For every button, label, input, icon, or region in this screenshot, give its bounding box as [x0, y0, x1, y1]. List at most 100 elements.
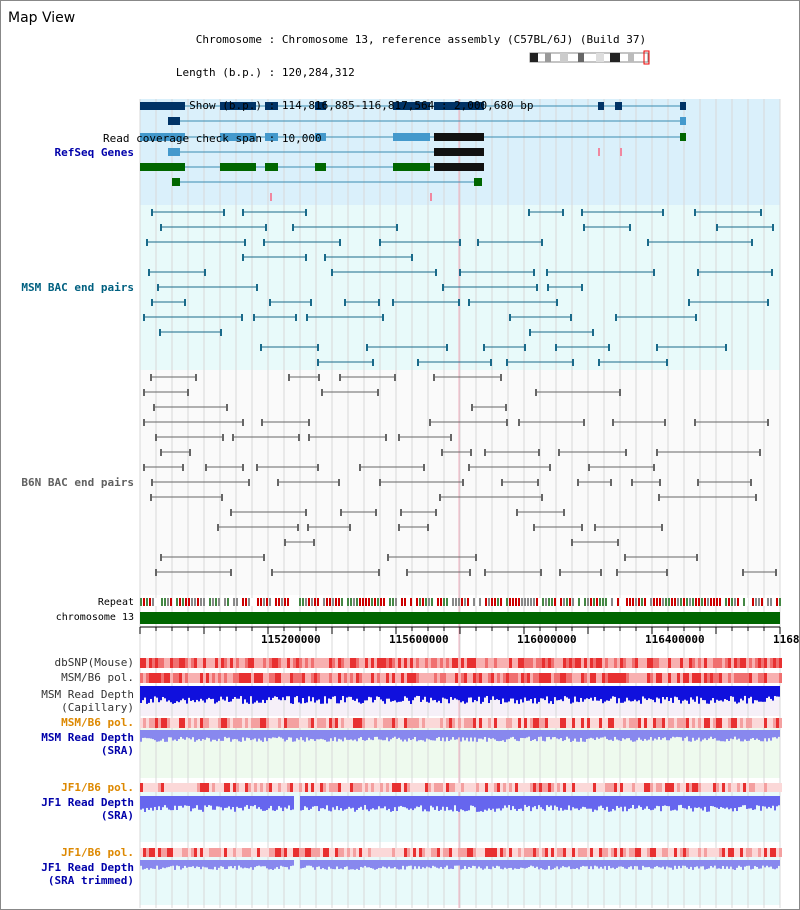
depth-bar: [168, 730, 170, 738]
heat-cell: [236, 783, 239, 792]
heat-cell: [293, 658, 296, 668]
heat-cell: [605, 718, 608, 728]
depth-bar: [774, 860, 776, 870]
repeat-block: [548, 598, 550, 606]
heat-cell: [152, 783, 155, 792]
depth-bar: [544, 730, 546, 742]
msm-bac-pair-end: [725, 344, 727, 351]
heat-cell: [380, 848, 383, 857]
repeat-block: [671, 598, 673, 606]
repeat-block: [308, 598, 310, 606]
depth-bar: [382, 860, 384, 867]
b6n-bac-label[interactable]: B6N BAC end pairs: [21, 476, 134, 489]
b6n-bac-pair-end: [653, 464, 655, 471]
depth-bar: [420, 860, 422, 869]
b6n-bac-pair-end: [450, 434, 452, 441]
depth-bar: [436, 860, 438, 868]
heat-cell: [182, 658, 185, 668]
depth-bar: [142, 860, 144, 870]
depth-bar: [658, 686, 660, 699]
heat-cell: [527, 718, 530, 728]
heat-cell: [374, 718, 377, 728]
b6n-bac-pair-end: [271, 569, 273, 576]
depth-bar: [384, 860, 386, 868]
heat-cell: [644, 848, 647, 857]
heat-cell: [428, 658, 431, 668]
b6n-bac-pair-end: [506, 419, 508, 426]
repeat-block: [644, 598, 646, 606]
depth-bar: [212, 796, 214, 810]
depth-bar: [556, 860, 558, 867]
heat-cell: [143, 718, 146, 728]
heat-cell: [464, 783, 467, 792]
b6n-bac-pair-end: [588, 464, 590, 471]
depth-bar: [218, 730, 220, 739]
heat-cell: [185, 718, 188, 728]
heat-cell: [344, 673, 347, 683]
depth-bar: [276, 686, 278, 697]
repeat-block: [428, 598, 430, 606]
heat-cell: [548, 783, 551, 792]
heat-cell: [263, 848, 266, 857]
depth-bar: [168, 686, 170, 701]
msm-bac-pair-end: [159, 329, 161, 336]
repeat-block: [458, 598, 460, 606]
depth-bar: [248, 796, 250, 809]
depth-bar: [432, 860, 434, 866]
heat-cell: [521, 658, 524, 668]
heat-cell: [227, 783, 230, 792]
msm-bac-pair-end: [265, 224, 267, 231]
depth-bar: [742, 860, 744, 870]
heat-cell: [416, 718, 419, 728]
heat-cell: [608, 658, 611, 668]
heat-cell: [722, 673, 725, 683]
heat-cell: [746, 673, 749, 683]
heat-cell: [155, 673, 158, 683]
depth-bar: [204, 796, 206, 806]
heat-cell: [650, 783, 653, 792]
repeat-block: [203, 598, 205, 606]
heat-cell: [407, 673, 410, 683]
heat-cell: [581, 718, 584, 728]
heat-cell: [539, 718, 542, 728]
depth-bar: [318, 686, 320, 700]
depth-bar: [690, 860, 692, 867]
heat-cell: [221, 848, 224, 857]
refseq-genes-label[interactable]: RefSeq Genes: [54, 146, 134, 159]
depth-bar: [586, 796, 588, 809]
heat-cell: [221, 718, 224, 728]
depth-bar: [528, 730, 530, 737]
depth-bar: [476, 860, 478, 869]
depth-bar: [440, 686, 442, 704]
repeat-block: [557, 598, 559, 606]
heat-cell: [269, 848, 272, 857]
depth-bar: [718, 860, 720, 869]
repeat-block: [236, 598, 238, 606]
heat-cell: [677, 718, 680, 728]
b6n-bac-pair-end: [288, 374, 290, 381]
repeat-block: [764, 598, 766, 606]
repeat-block: [680, 598, 682, 606]
heat-cell: [425, 848, 428, 857]
repeat-block: [386, 598, 388, 606]
heat-cell: [230, 783, 233, 792]
depth-bar: [228, 730, 230, 738]
depth-bar: [476, 730, 478, 742]
heat-cell: [509, 783, 512, 792]
length-value: 120,284,312: [281, 66, 355, 79]
heat-cell: [707, 783, 710, 792]
repeat-block: [359, 598, 361, 606]
msm-bac-pair-end: [242, 209, 244, 216]
msm-bac-label[interactable]: MSM BAC end pairs: [21, 281, 134, 294]
depth-bar: [348, 860, 350, 870]
msm-bac-pair-end: [506, 359, 508, 366]
heat-cell: [155, 658, 158, 668]
depth-bar: [466, 796, 468, 811]
depth-bar: [512, 860, 514, 870]
heat-cell: [734, 783, 737, 792]
heat-cell: [251, 783, 254, 792]
repeat-block: [518, 598, 520, 606]
heat-cell: [776, 848, 779, 857]
heat-cell: [572, 658, 575, 668]
heat-cell: [305, 718, 308, 728]
